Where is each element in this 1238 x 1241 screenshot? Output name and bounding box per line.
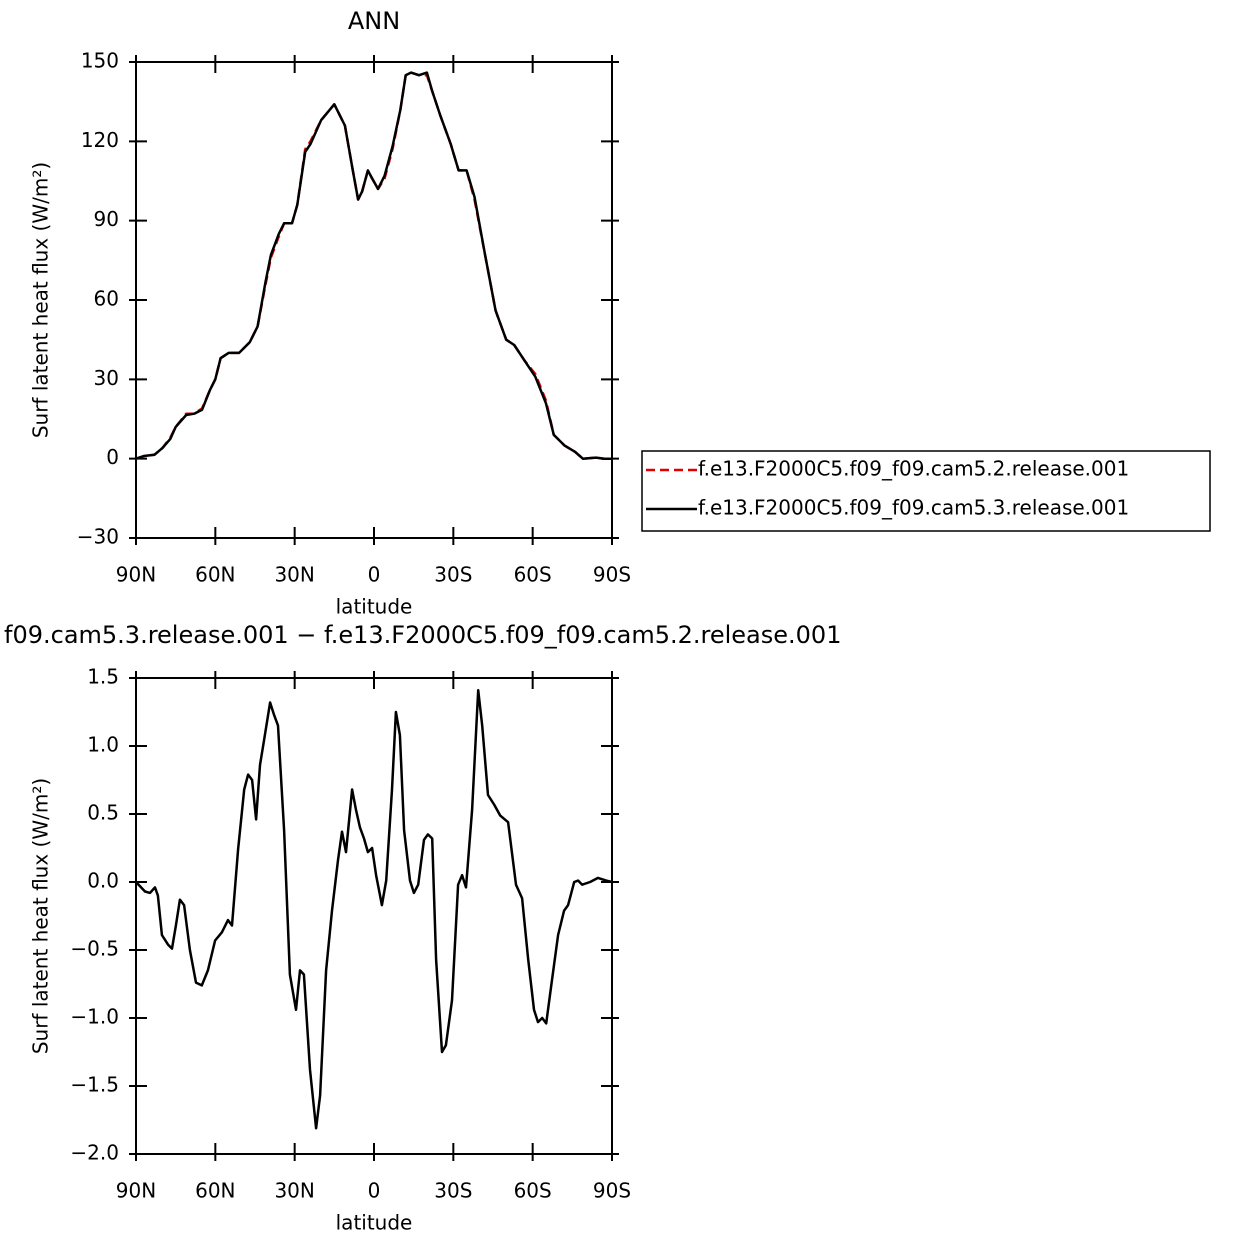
y-tick-label: 0 <box>106 445 119 469</box>
legend-box <box>641 450 1211 532</box>
y-tick-label: 60 <box>94 287 119 311</box>
x-tick-label: 30N <box>274 1179 314 1203</box>
y-tick-label: −30 <box>77 525 119 549</box>
y-tick-label: 1.5 <box>87 665 119 689</box>
x-tick-label: 30N <box>274 563 314 587</box>
y-axis-label: Surf latent heat flux (W/m²) <box>29 778 53 1054</box>
data-line <box>135 71 612 460</box>
plot-frame <box>135 61 613 539</box>
x-tick-label: 90N <box>116 563 156 587</box>
x-tick-label: 60N <box>195 1179 235 1203</box>
y-tick-label: −0.5 <box>70 937 119 961</box>
x-tick-label: 30S <box>434 1179 472 1203</box>
y-tick-label: 1.0 <box>87 733 119 757</box>
legend-label: f.e13.F2000C5.f09_f09.cam5.3.release.001 <box>698 496 1129 520</box>
legend-label: f.e13.F2000C5.f09_f09.cam5.2.release.001 <box>698 457 1129 481</box>
y-tick-label: 150 <box>81 49 119 73</box>
x-tick-label: 60S <box>514 1179 552 1203</box>
y-tick-label: 90 <box>94 207 119 231</box>
x-tick-label: 30S <box>434 563 472 587</box>
x-axis-label: latitude <box>336 1211 413 1235</box>
x-tick-label: 90S <box>593 1179 631 1203</box>
data-line <box>135 71 612 460</box>
chart-title: f09.cam5.3.release.001 − f.e13.F2000C5.f… <box>4 621 841 649</box>
y-tick-label: 30 <box>94 366 119 390</box>
x-tick-label: 60S <box>514 563 552 587</box>
x-tick-label: 60N <box>195 563 235 587</box>
x-tick-label: 90S <box>593 563 631 587</box>
plot-frame <box>135 677 613 1155</box>
chart-title: ANN <box>348 7 400 35</box>
y-tick-label: −1.0 <box>70 1005 119 1029</box>
x-tick-label: 0 <box>368 1179 381 1203</box>
x-tick-label: 90N <box>116 1179 156 1203</box>
y-tick-label: −1.5 <box>70 1073 119 1097</box>
x-axis-label: latitude <box>336 595 413 619</box>
data-line <box>135 688 613 1130</box>
y-axis-label: Surf latent heat flux (W/m²) <box>29 162 53 438</box>
y-tick-label: 0.0 <box>87 869 119 893</box>
y-tick-label: 120 <box>81 128 119 152</box>
y-tick-label: −2.0 <box>70 1141 119 1165</box>
y-tick-label: 0.5 <box>87 801 119 825</box>
x-tick-label: 0 <box>368 563 381 587</box>
